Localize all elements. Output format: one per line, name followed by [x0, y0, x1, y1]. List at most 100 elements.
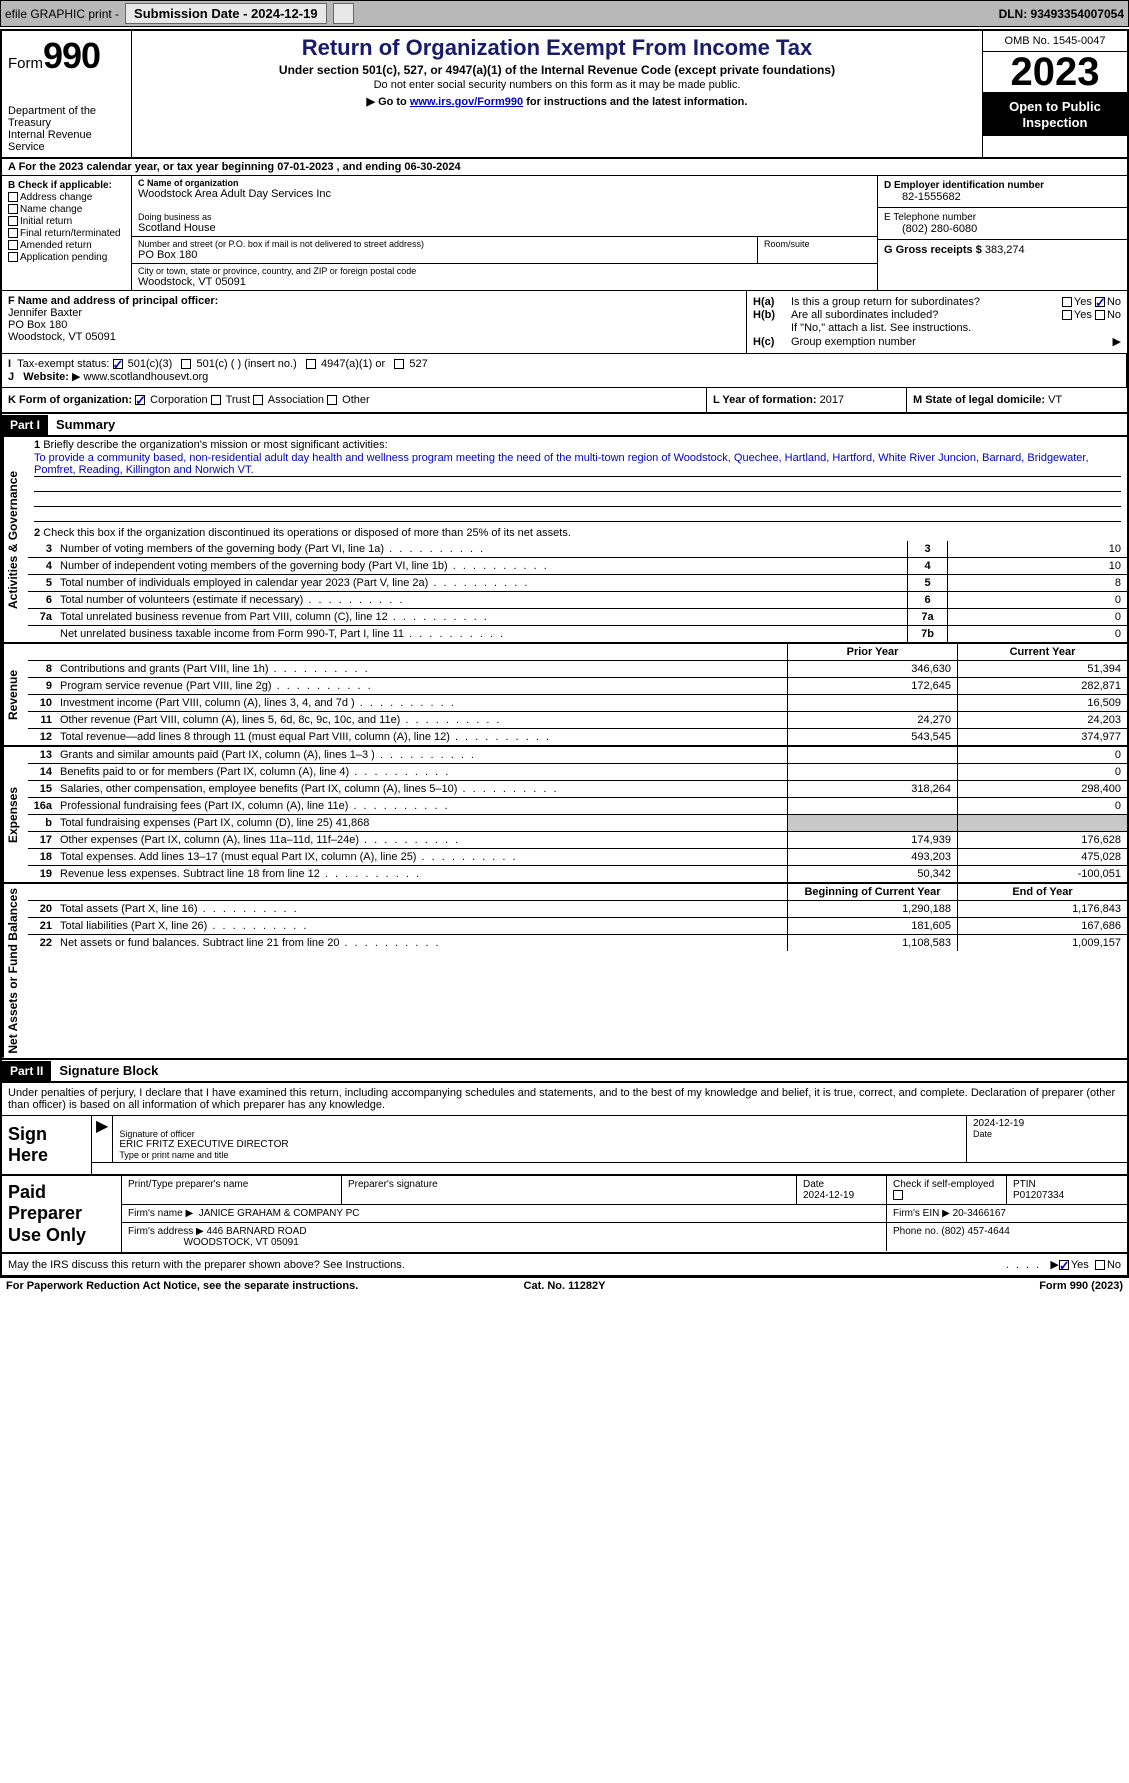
efile-label: efile GRAPHIC print - — [5, 7, 119, 21]
org-name-block: C Name of organization Woodstock Area Ad… — [132, 176, 877, 237]
exp-line-16a: 16aProfessional fundraising fees (Part I… — [28, 798, 1127, 815]
rev-line-9: 9Program service revenue (Part VIII, lin… — [28, 678, 1127, 695]
officer-name: Jennifer Baxter — [8, 307, 82, 319]
rev-header-row: b Prior Year Current Year — [28, 644, 1127, 661]
box-b: B Check if applicable: Address change Na… — [2, 176, 132, 290]
chk-4947[interactable] — [306, 359, 316, 369]
box-f: F Name and address of principal officer:… — [2, 291, 747, 353]
hb-label: H(b) — [753, 309, 791, 321]
chk-address-change[interactable]: Address change — [8, 192, 125, 203]
chk-application-pending[interactable]: Application pending — [8, 252, 125, 263]
row-i: I Tax-exempt status: 501(c)(3) 501(c) ( … — [2, 354, 1127, 387]
ha-label: H(a) — [753, 296, 791, 308]
exp-vlabel: Expenses — [2, 747, 28, 882]
box-h: H(a) Is this a group return for subordin… — [747, 291, 1127, 353]
omb-number: OMB No. 1545-0047 — [983, 31, 1127, 52]
tel: (802) 280-6080 — [884, 223, 1121, 235]
paid-preparer-label: Paid Preparer Use Only — [2, 1176, 122, 1253]
sig-date: 2024-12-19 — [973, 1118, 1121, 1129]
rev-line-10: 10Investment income (Part VIII, column (… — [28, 695, 1127, 712]
tel-block: E Telephone number (802) 280-6080 — [878, 208, 1127, 240]
firm-addr1: 446 BARNARD ROAD — [207, 1226, 307, 1237]
street-block: Number and street (or P.O. box if mail i… — [132, 237, 757, 264]
net-line-20: 20Total assets (Part X, line 16)1,290,18… — [28, 901, 1127, 918]
state-domicile: VT — [1048, 394, 1062, 406]
chk-self-employed[interactable] — [893, 1190, 903, 1200]
form-ref: Form 990 (2023) — [751, 1280, 1123, 1292]
signature-block: Under penalties of perjury, I declare th… — [2, 1083, 1127, 1176]
box-f-label: F Name and address of principal officer: — [8, 295, 218, 307]
dba-name: Scotland House — [138, 222, 871, 234]
submission-date-box: Submission Date - 2024-12-19 — [125, 3, 327, 24]
top-bar: efile GRAPHIC print - Submission Date - … — [0, 0, 1129, 27]
line-1: 1 Briefly describe the organization's mi… — [28, 437, 1127, 525]
firm-addr2: WOODSTOCK, VT 05091 — [184, 1237, 299, 1248]
exp-line-17: 17Other expenses (Part IX, column (A), l… — [28, 832, 1127, 849]
irs: Internal Revenue Service — [8, 129, 125, 153]
paperwork-notice: For Paperwork Reduction Act Notice, see … — [6, 1280, 378, 1292]
chk-corp[interactable] — [135, 395, 145, 405]
box-c: C Name of organization Woodstock Area Ad… — [132, 176, 877, 290]
chk-initial-return[interactable]: Initial return — [8, 216, 125, 227]
ha-text: Is this a group return for subordinates? — [791, 296, 1062, 308]
hc-text: Group exemption number — [791, 336, 1113, 348]
chk-527[interactable] — [394, 359, 404, 369]
year-formation: 2017 — [820, 394, 844, 406]
section-fh: F Name and address of principal officer:… — [2, 291, 1127, 354]
gov-line-4: 4Number of independent voting members of… — [28, 558, 1127, 575]
net-line-21: 21Total liabilities (Part X, line 26)181… — [28, 918, 1127, 935]
cat-no: Cat. No. 11282Y — [378, 1280, 750, 1292]
discuss-no-chk[interactable] — [1095, 1260, 1105, 1270]
rev-vlabel: Revenue — [2, 644, 28, 745]
section-bcd: B Check if applicable: Address change Na… — [2, 176, 1127, 291]
exp-line-19: 19Revenue less expenses. Subtract line 1… — [28, 866, 1127, 882]
hc-label: H(c) — [753, 336, 791, 348]
chk-assoc[interactable] — [253, 395, 263, 405]
chk-501c[interactable] — [181, 359, 191, 369]
chk-501c3[interactable] — [113, 359, 123, 369]
chk-trust[interactable] — [211, 395, 221, 405]
city-label: City or town, state or province, country… — [138, 266, 871, 276]
form-header: Form990 Department of the Treasury Inter… — [2, 31, 1127, 159]
mission-text: To provide a community based, non-reside… — [34, 452, 1121, 477]
chk-amended-return[interactable]: Amended return — [8, 240, 125, 251]
exp-line-13: 13Grants and similar amounts paid (Part … — [28, 747, 1127, 764]
city: Woodstock, VT 05091 — [138, 276, 871, 288]
rev-line-8: 8Contributions and grants (Part VIII, li… — [28, 661, 1127, 678]
summary-revenue: Revenue b Prior Year Current Year 8Contr… — [2, 644, 1127, 747]
summary-governance: Activities & Governance 1 Briefly descri… — [2, 437, 1127, 644]
line-2: 2 Check this box if the organization dis… — [28, 525, 1127, 541]
rev-line-11: 11Other revenue (Part VIII, column (A), … — [28, 712, 1127, 729]
officer-sig-name: ERIC FRITZ EXECUTIVE DIRECTOR — [119, 1139, 960, 1150]
preparer-block: Paid Preparer Use Only Print/Type prepar… — [2, 1176, 1127, 1255]
footer-discuss: May the IRS discuss this return with the… — [2, 1254, 1127, 1275]
chk-name-change[interactable]: Name change — [8, 204, 125, 215]
exp-line-15: 15Salaries, other compensation, employee… — [28, 781, 1127, 798]
room-suite: Room/suite — [757, 237, 877, 264]
open-inspection: Open to Public Inspection — [983, 93, 1127, 136]
ptin: P01207334 — [1013, 1190, 1064, 1201]
subtitle-1: Under section 501(c), 527, or 4947(a)(1)… — [140, 63, 974, 77]
chk-other[interactable] — [327, 395, 337, 405]
tel-label: E Telephone number — [884, 212, 1121, 223]
ha-no-chk[interactable] — [1095, 297, 1105, 307]
form-title: Return of Organization Exempt From Incom… — [140, 35, 974, 61]
ha-yes-chk[interactable] — [1062, 297, 1072, 307]
sign-here-label: Sign Here — [2, 1116, 92, 1174]
hb-no-chk[interactable] — [1095, 310, 1105, 320]
gross-block: G Gross receipts $ 383,274 — [878, 240, 1127, 260]
hb-yes-chk[interactable] — [1062, 310, 1072, 320]
arrow-icon: ▶ — [92, 1116, 113, 1162]
gross-label: G Gross receipts $ — [884, 244, 982, 256]
org-name: Woodstock Area Adult Day Services Inc — [138, 188, 871, 200]
ein-label: D Employer identification number — [884, 180, 1121, 191]
discuss-yes-chk[interactable] — [1059, 1260, 1069, 1270]
firm-ein: 20-3466167 — [953, 1208, 1006, 1219]
footer-bottom: For Paperwork Reduction Act Notice, see … — [0, 1277, 1129, 1294]
header-center: Return of Organization Exempt From Incom… — [132, 31, 982, 157]
firm-name: JANICE GRAHAM & COMPANY PC — [199, 1208, 360, 1219]
irs-link[interactable]: www.irs.gov/Form990 — [410, 96, 523, 108]
summary-expenses: Expenses 13Grants and similar amounts pa… — [2, 747, 1127, 884]
discuss-text: May the IRS discuss this return with the… — [8, 1259, 1006, 1271]
chk-final-return[interactable]: Final return/terminated — [8, 228, 125, 239]
